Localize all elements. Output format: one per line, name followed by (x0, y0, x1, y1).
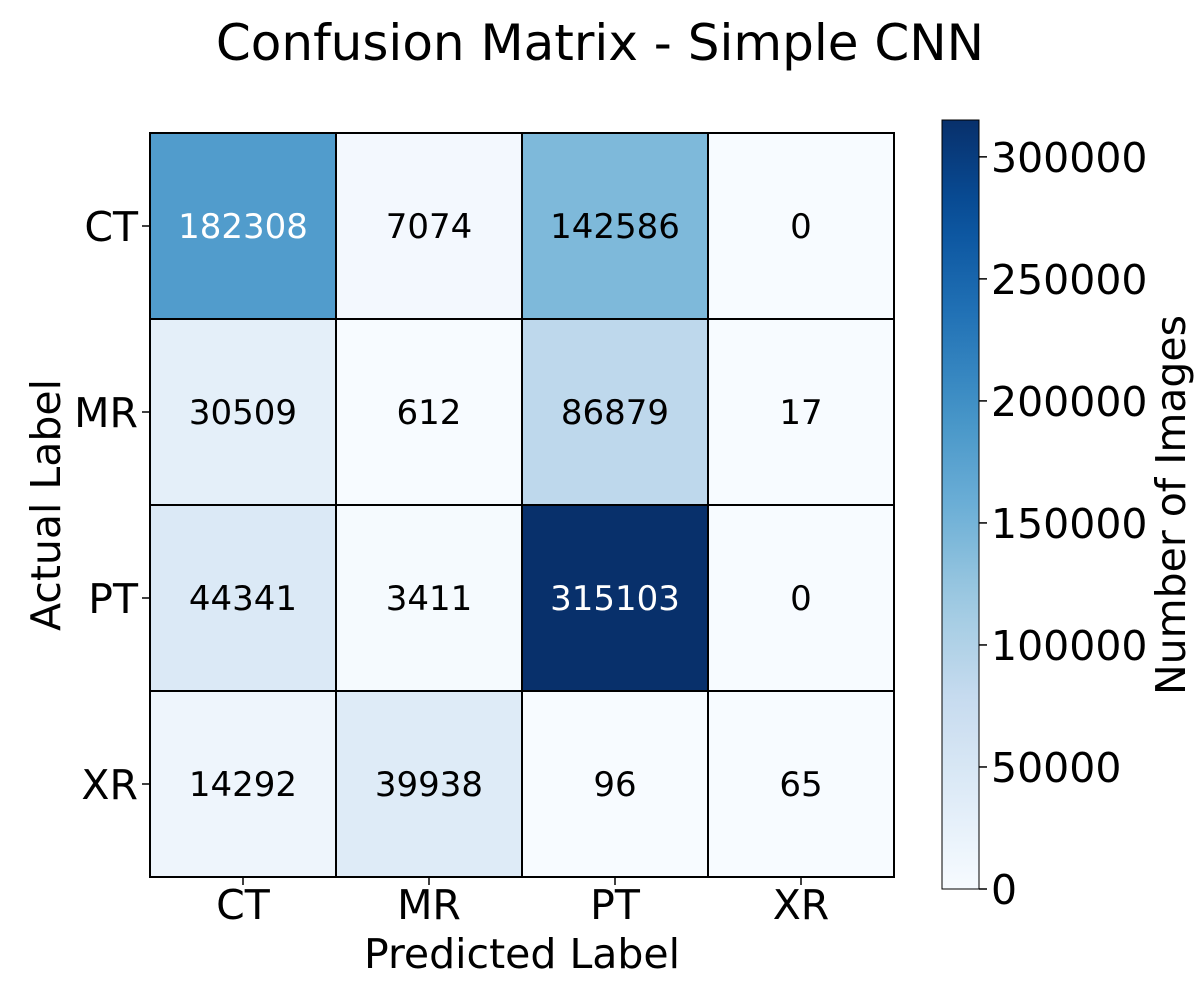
y-tick-label: XR (81, 761, 138, 809)
heatmap-cell (707, 504, 895, 692)
cell-value-label: 182308 (178, 207, 308, 247)
chart-title: Confusion Matrix - Simple CNN (216, 14, 984, 72)
colorbar-tick-label: 300000 (991, 134, 1148, 182)
colorbar-tick-label: 250000 (991, 256, 1148, 304)
heatmap-cell (149, 132, 337, 320)
cell-value-label: 44341 (189, 579, 297, 619)
y-tick-label: MR (74, 389, 138, 437)
heatmap-cell (335, 132, 523, 320)
cell-value-label: 0 (790, 579, 812, 619)
heatmap-cell (149, 318, 337, 506)
heatmap-frame (149, 132, 895, 878)
cell-value-label: 0 (790, 207, 812, 247)
y-axis-ticks: CT MR PT XR (74, 203, 150, 809)
colorbar-label: Number of Images (1147, 315, 1195, 695)
cell-value-label: 14292 (189, 765, 297, 805)
y-tick-label: PT (88, 575, 139, 623)
heatmap-cell (521, 690, 709, 878)
colorbar-ticks: 0 50000 100000 150000 200000 250000 300000 (979, 134, 1148, 914)
x-tick-label: PT (590, 881, 641, 929)
cell-value-label: 96 (593, 765, 636, 805)
heatmap-cell (707, 690, 895, 878)
heatmap-cell-labels: 182308 7074 142586 0 30509 612 86879 17 44341 341… (178, 207, 823, 805)
colorbar-tick-label: 150000 (991, 500, 1148, 548)
heatmap-cell (149, 690, 337, 878)
colorbar (941, 119, 980, 890)
x-axis-label: Predicted Label (364, 930, 680, 978)
cell-value-label: 17 (779, 393, 822, 433)
heatmap-cell (707, 132, 895, 320)
heatmap-cell (335, 504, 523, 692)
colorbar-tick-label: 0 (991, 866, 1017, 914)
cell-value-label: 30509 (189, 393, 297, 433)
cell-value-label: 7074 (386, 207, 473, 247)
heatmap-cell (707, 318, 895, 506)
x-tick-label: XR (773, 881, 830, 929)
cell-value-label: 142586 (550, 207, 680, 247)
x-axis-ticks: CT MR PT XR (216, 877, 829, 929)
colorbar-tick-label: 100000 (991, 622, 1148, 670)
heatmap-cell (335, 690, 523, 878)
cell-value-label: 3411 (386, 579, 473, 619)
x-tick-label: CT (216, 881, 271, 929)
cell-value-label: 612 (397, 393, 462, 433)
heatmap-cells (149, 132, 895, 878)
cell-value-label: 86879 (561, 393, 669, 433)
cell-value-label: 65 (779, 765, 822, 805)
colorbar-tick-label: 200000 (991, 378, 1148, 426)
y-axis-label: Actual Label (22, 379, 70, 631)
heatmap-cell (335, 318, 523, 506)
x-tick-label: MR (397, 881, 461, 929)
colorbar-tick-label: 50000 (991, 744, 1121, 792)
cell-value-label: 39938 (375, 765, 483, 805)
cell-value-label: 315103 (550, 579, 680, 619)
y-tick-label: CT (84, 203, 139, 251)
